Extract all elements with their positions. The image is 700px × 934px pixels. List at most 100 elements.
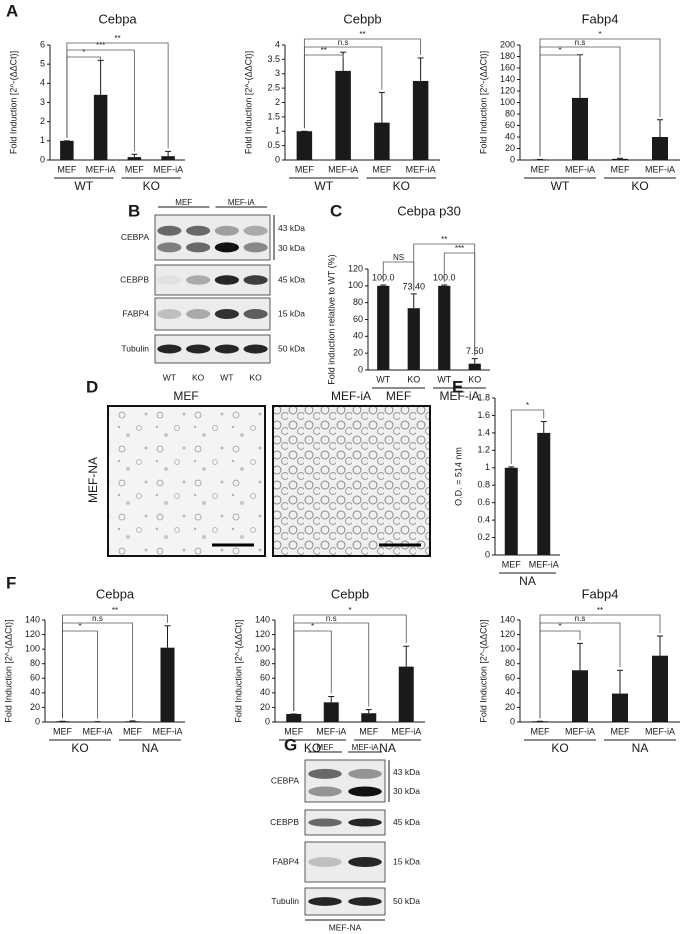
chart-title: Cebpb bbox=[331, 586, 369, 601]
bar bbox=[161, 156, 175, 160]
y-tick-label: 40 bbox=[505, 687, 515, 697]
x-tick-label: MEF-iA bbox=[645, 726, 675, 736]
y-tick-label: 120 bbox=[500, 629, 515, 639]
y-tick-label: 2.5 bbox=[267, 83, 280, 93]
y-axis-label: Fold induction relative to WT (%) bbox=[326, 254, 336, 384]
y-tick-label: 1.6 bbox=[477, 410, 490, 420]
blot-band bbox=[214, 309, 239, 319]
blot-band bbox=[243, 275, 268, 285]
significance-bracket bbox=[539, 38, 661, 157]
significance-label: * bbox=[558, 622, 561, 631]
y-tick-label: 80 bbox=[505, 658, 515, 668]
group-label: KO bbox=[143, 179, 160, 193]
y-tick-label: 0 bbox=[40, 154, 45, 164]
significance-bracket bbox=[62, 630, 98, 719]
y-tick-label: 60 bbox=[505, 120, 515, 130]
significance-label: * bbox=[526, 401, 529, 410]
y-tick-label: 60 bbox=[353, 314, 363, 324]
y-tick-label: 100 bbox=[25, 644, 40, 654]
protein-label: CEBPB bbox=[120, 274, 149, 284]
panel-label: G bbox=[284, 735, 297, 754]
size-label: 50 kDa bbox=[278, 343, 305, 353]
group-label: WT bbox=[314, 179, 333, 193]
bar bbox=[93, 94, 108, 160]
significance-label: * bbox=[558, 46, 561, 55]
bar bbox=[572, 97, 588, 160]
x-tick-label: MEF-iA bbox=[391, 726, 421, 736]
y-tick-label: 0 bbox=[510, 154, 515, 164]
y-tick-label: 0 bbox=[485, 549, 490, 559]
bar bbox=[398, 666, 414, 722]
bar bbox=[612, 693, 628, 722]
blot-band bbox=[157, 344, 182, 354]
bar bbox=[286, 713, 302, 722]
blot-band bbox=[186, 344, 211, 354]
micrograph bbox=[107, 405, 266, 557]
x-tick-label: KO bbox=[407, 374, 420, 384]
x-tick-label: WT bbox=[437, 374, 451, 384]
bar bbox=[412, 80, 429, 160]
significance-label: ** bbox=[597, 606, 603, 615]
lane-label: MEF bbox=[175, 198, 192, 207]
bar bbox=[377, 285, 390, 370]
x-tick-label: WT bbox=[376, 374, 390, 384]
y-tick-label: 140 bbox=[500, 74, 515, 84]
x-tick-label: MEF-iA bbox=[83, 726, 113, 736]
x-tick-label: MEF bbox=[611, 164, 631, 174]
protein-label: Tubulin bbox=[271, 896, 299, 906]
y-tick-label: 40 bbox=[30, 687, 40, 697]
bar bbox=[296, 131, 313, 160]
y-tick-label: 0 bbox=[510, 716, 515, 726]
chart-title: Cebpa p30 bbox=[397, 203, 461, 218]
lane-label: MEF-NA bbox=[329, 922, 362, 932]
protein-label: FABP4 bbox=[123, 308, 150, 318]
x-tick-label: MEF bbox=[295, 164, 315, 174]
significance-label: ** bbox=[112, 606, 118, 615]
group-label: WT bbox=[74, 179, 93, 193]
y-tick-label: 0.2 bbox=[477, 532, 490, 542]
group-label: NA bbox=[142, 741, 159, 755]
blot-band bbox=[214, 225, 239, 236]
x-tick-label: MEF-iA bbox=[529, 559, 559, 569]
y-tick-label: 1 bbox=[485, 462, 490, 472]
size-label: 50 kDa bbox=[393, 896, 420, 906]
group-label: NA bbox=[632, 741, 649, 755]
size-label: 45 kDa bbox=[393, 817, 420, 827]
blot-band bbox=[214, 344, 239, 354]
y-tick-label: 140 bbox=[500, 614, 515, 624]
y-tick-label: 3 bbox=[40, 97, 45, 107]
x-tick-label: MEF-iA bbox=[86, 164, 116, 174]
y-tick-label: 80 bbox=[353, 297, 363, 307]
bar bbox=[323, 702, 339, 722]
y-tick-label: 100 bbox=[348, 280, 363, 290]
x-tick-label: MEF-iA bbox=[316, 726, 346, 736]
significance-bracket bbox=[62, 614, 168, 719]
bar bbox=[125, 721, 140, 722]
lane-label: MEF bbox=[317, 743, 334, 752]
y-tick-label: 0.8 bbox=[477, 480, 490, 490]
protein-label: Tubulin bbox=[121, 343, 149, 353]
bar bbox=[504, 467, 518, 555]
y-tick-label: 0 bbox=[35, 716, 40, 726]
bar bbox=[537, 432, 551, 555]
chart-title: Cebpa bbox=[98, 11, 137, 26]
significance-bracket bbox=[303, 38, 422, 129]
blot-band bbox=[243, 309, 268, 319]
size-label: 30 kDa bbox=[393, 786, 420, 796]
significance-label: ** bbox=[321, 46, 327, 55]
y-tick-label: 20 bbox=[505, 143, 515, 153]
y-tick-label: 0.5 bbox=[267, 140, 280, 150]
y-tick-label: 1.2 bbox=[477, 445, 490, 455]
y-tick-label: 0 bbox=[358, 364, 363, 374]
group-label: WT bbox=[551, 179, 570, 193]
group-label: MEF bbox=[386, 389, 411, 403]
significance-label: * bbox=[82, 48, 85, 57]
chart-title: Fabp4 bbox=[582, 586, 619, 601]
x-tick-label: MEF bbox=[531, 726, 551, 736]
panel-label: C bbox=[330, 201, 342, 220]
x-tick-label: MEF-iA bbox=[565, 726, 595, 736]
significance-label: *** bbox=[455, 244, 464, 253]
lane-label: WT bbox=[220, 372, 233, 382]
blot-band bbox=[157, 275, 182, 285]
y-tick-label: 20 bbox=[260, 702, 270, 712]
